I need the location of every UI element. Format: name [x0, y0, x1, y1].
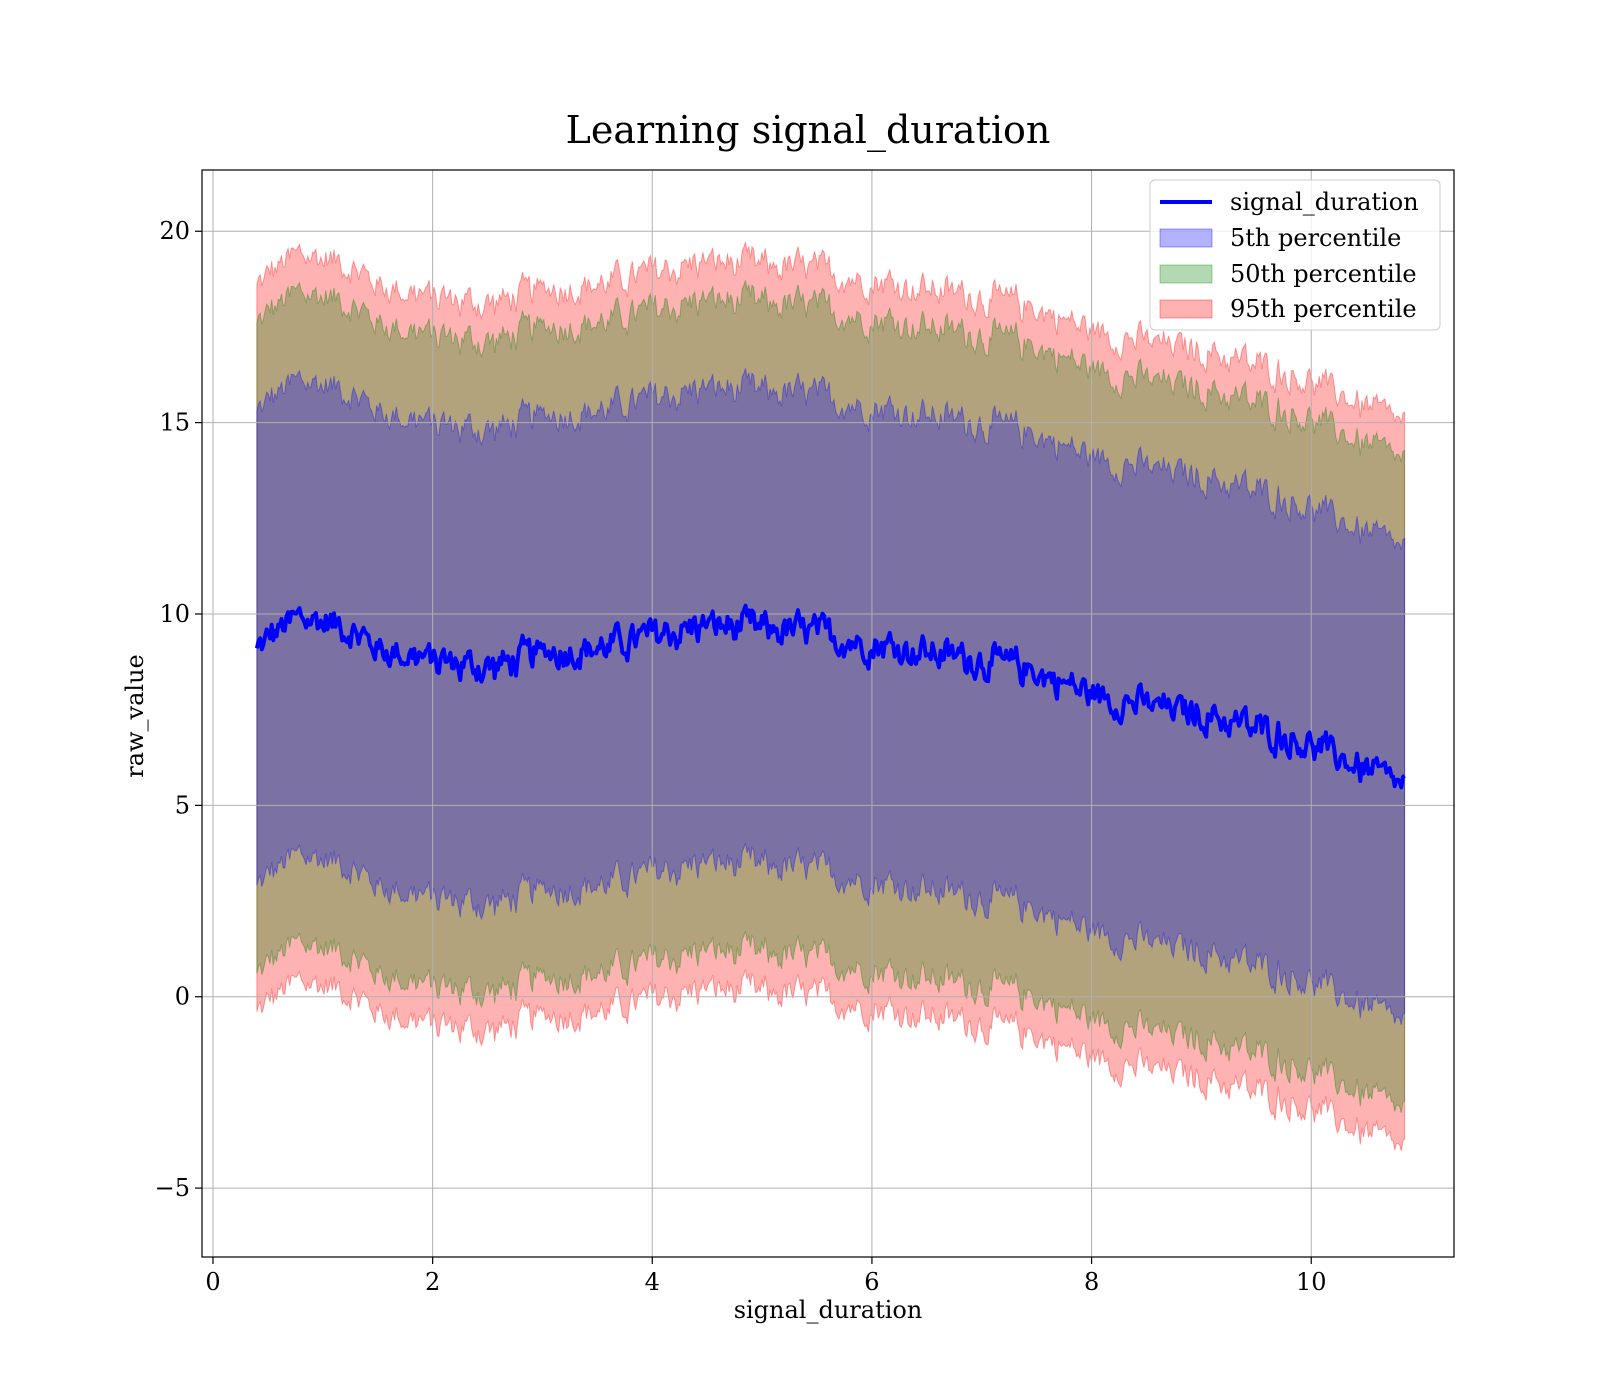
x-tick-label: 6: [864, 1268, 879, 1296]
band-95th-percentile: [256, 241, 1406, 1152]
x-axis-label: signal_duration: [734, 1296, 923, 1324]
band-5th-percentile: [256, 368, 1406, 1025]
y-tick-label: 0: [175, 983, 190, 1011]
band-50th-percentile: [256, 280, 1406, 1113]
legend: signal_duration 5th percentile 50th percen…: [1149, 179, 1441, 331]
legend-label: 5th percentile: [1230, 224, 1401, 252]
axes-frame: [201, 169, 1455, 1258]
legend-box: [1149, 179, 1441, 331]
legend-label: signal_duration: [1230, 188, 1419, 216]
x-tick-label: 0: [205, 1268, 220, 1296]
plot-area: 0 2 4 6 8 10 −5 0 5 10 15 20: [155, 169, 1455, 1296]
y-tick-label: 5: [175, 791, 190, 819]
chart-title: Learning signal_duration: [566, 108, 1051, 153]
y-axis-label: raw_value: [121, 654, 149, 778]
legend-label: 95th percentile: [1230, 295, 1417, 323]
y-tick-label: −5: [155, 1174, 190, 1202]
y-tick-label: 10: [159, 600, 190, 628]
y-tick-label: 20: [159, 217, 190, 245]
x-tick-label: 2: [425, 1268, 440, 1296]
legend-swatch: [1159, 299, 1213, 319]
x-tick-label: 10: [1296, 1268, 1327, 1296]
signal-duration-line: [254, 603, 1406, 790]
legend-swatch: [1159, 228, 1213, 248]
legend-label: 50th percentile: [1230, 260, 1417, 288]
x-tick-label: 8: [1084, 1268, 1099, 1296]
legend-swatch: [1159, 264, 1213, 284]
x-tick-label: 4: [645, 1268, 660, 1296]
y-tick-label: 15: [159, 409, 190, 437]
